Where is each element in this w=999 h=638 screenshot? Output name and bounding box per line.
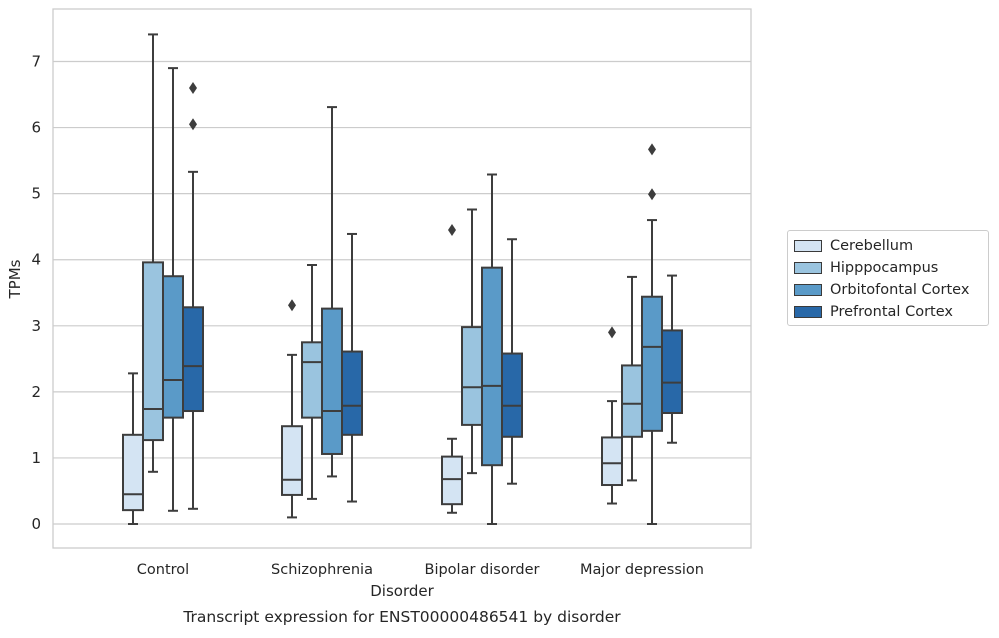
x-tick-label-control: Control	[137, 562, 189, 578]
legend-item-hippocampus: Hipppocampus	[794, 259, 938, 277]
box-hipppocampus-schizophrenia	[301, 264, 323, 500]
legend-swatch-hippocampus	[794, 262, 822, 274]
box-iqr	[321, 307, 343, 455]
outlier-point	[608, 326, 616, 339]
outlier-point	[189, 118, 197, 131]
box-iqr	[122, 433, 144, 512]
box-prefrontal-cortex-bipolar-disorder	[501, 238, 523, 485]
box-hipppocampus-control	[142, 33, 164, 473]
box-orbitofontal-cortex-bipolar-disorder	[481, 173, 503, 525]
box-iqr	[501, 352, 523, 438]
y-tick-label-6: 6	[31, 119, 41, 137]
box-groups	[122, 33, 683, 525]
y-tick-label-1: 1	[31, 449, 41, 467]
box-iqr	[461, 326, 483, 426]
box-orbitofontal-cortex-major-depression	[641, 143, 663, 525]
box-cerebellum-bipolar-disorder	[441, 223, 463, 514]
legend-item-prefrontal-cortex: Prefrontal Cortex	[794, 303, 953, 321]
box-iqr	[162, 275, 184, 419]
y-tick-label-3: 3	[31, 317, 41, 335]
legend-item-cerebellum: Cerebellum	[794, 237, 913, 255]
box-orbitofontal-cortex-control	[162, 67, 184, 512]
y-tick-labels: 0 1 2 3 4 5 6 7	[31, 53, 41, 533]
legend-swatch-cerebellum	[794, 240, 822, 252]
y-axis-label: TPMs	[6, 259, 24, 299]
series-cerebellum	[122, 223, 623, 525]
legend-label-hippocampus: Hipppocampus	[830, 260, 939, 276]
y-tick-label-2: 2	[31, 383, 41, 401]
series-hipppocampus	[142, 33, 643, 500]
legend: Cerebellum Hipppocampus Orbitofontal Cor…	[787, 230, 989, 326]
plot-frame	[52, 8, 752, 549]
box-iqr	[441, 455, 463, 506]
outlier-point	[648, 188, 656, 201]
box-iqr	[142, 261, 164, 442]
y-tick-label-0: 0	[31, 515, 41, 533]
x-axis-label: Disorder	[370, 582, 434, 600]
box-cerebellum-major-depression	[601, 326, 623, 505]
box-iqr	[301, 341, 323, 419]
series-prefrontal-cortex	[182, 81, 683, 510]
legend-swatch-orbitofrontal-cortex	[794, 284, 822, 296]
outlier-point	[288, 299, 296, 312]
x-tick-labels: Control Schizophrenia Bipolar disorder Majo…	[137, 562, 704, 578]
x-tick-label-bipolar-disorder: Bipolar disorder	[425, 562, 540, 578]
box-iqr	[621, 364, 643, 438]
box-iqr	[481, 266, 503, 467]
y-tick-label-4: 4	[31, 251, 41, 269]
outlier-point	[448, 223, 456, 236]
legend-label-cerebellum: Cerebellum	[830, 238, 914, 254]
box-hipppocampus-bipolar-disorder	[461, 208, 483, 475]
x-tick-label-schizophrenia: Schizophrenia	[271, 562, 373, 578]
box-prefrontal-cortex-control	[182, 81, 204, 510]
chart-title: Transcript expression for ENST0000048654…	[182, 608, 621, 626]
box-cerebellum-schizophrenia	[281, 299, 303, 519]
box-iqr	[641, 295, 663, 432]
x-tick-label-major-depression: Major depression	[580, 562, 704, 578]
box-iqr	[601, 436, 623, 487]
y-tick-label-5: 5	[31, 185, 41, 203]
box-iqr	[661, 329, 683, 415]
legend-swatch-prefrontal-cortex	[794, 306, 822, 318]
box-iqr	[182, 306, 204, 413]
outlier-point	[648, 143, 656, 156]
box-iqr	[341, 350, 363, 436]
box-prefrontal-cortex-major-depression	[661, 274, 683, 444]
outlier-point	[189, 81, 197, 94]
legend-item-orbitofrontal-cortex: Orbitofontal Cortex	[794, 281, 969, 299]
box-iqr	[281, 425, 303, 496]
y-tick-label-7: 7	[31, 53, 41, 71]
legend-label-orbitofrontal-cortex: Orbitofontal Cortex	[830, 282, 970, 298]
box-hipppocampus-major-depression	[621, 275, 643, 482]
box-orbitofontal-cortex-schizophrenia	[321, 106, 343, 478]
box-prefrontal-cortex-schizophrenia	[341, 232, 363, 503]
box-cerebellum-control	[122, 372, 144, 525]
series-orbitofontal-cortex	[162, 67, 663, 525]
legend-label-prefrontal-cortex: Prefrontal Cortex	[830, 304, 953, 320]
